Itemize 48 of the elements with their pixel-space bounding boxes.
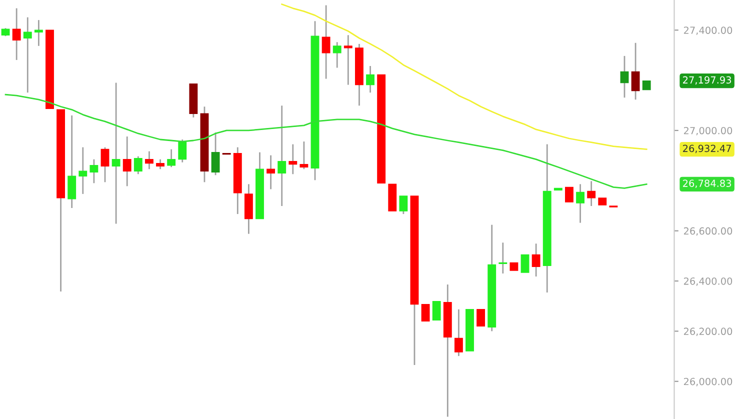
- candlestick: [332, 41, 342, 68]
- candlestick: [421, 304, 430, 322]
- candlestick: [178, 138, 187, 164]
- candlestick: [278, 104, 286, 207]
- candlestick: [300, 140, 308, 170]
- candlestick: [498, 242, 508, 274]
- candlestick: [366, 65, 374, 94]
- line-series: [4, 94, 648, 189]
- candlestick: [344, 34, 352, 86]
- text: 26,932.47: [683, 144, 731, 154]
- line-series: [281, 4, 648, 150]
- y-tick-label: 26,600.00: [684, 227, 732, 236]
- candlestick: [565, 186, 574, 202]
- candlestick: [100, 146, 110, 183]
- candlestick: [288, 144, 298, 175]
- candlestick: [399, 195, 408, 215]
- candlestick: [78, 146, 88, 195]
- y-tick-label: 27,000.00: [684, 126, 732, 136]
- candlestick: [432, 300, 441, 320]
- candlestick: [90, 158, 98, 184]
- y-tick-label: 26,400.00: [684, 277, 732, 286]
- text: 27,197.93: [683, 76, 732, 85]
- candlestick: [476, 309, 486, 327]
- candlestick: [122, 136, 132, 187]
- candlestick: [520, 254, 530, 273]
- candlestick: [620, 55, 629, 98]
- candlestick: [454, 308, 463, 357]
- candlestick: [266, 154, 276, 190]
- candlestick: [134, 156, 142, 175]
- candlestick: [23, 16, 32, 94]
- candlestick: [642, 80, 651, 90]
- y-tick-label: 27,400.00: [684, 26, 732, 35]
- candlestick: [211, 132, 220, 176]
- y-tick-label: 26,200.00: [684, 328, 732, 336]
- candlestick: [587, 180, 596, 207]
- text: 26,784.83: [683, 180, 732, 188]
- candlestick: [144, 150, 154, 170]
- candlestick: [576, 183, 584, 224]
- candlestick: [167, 148, 176, 168]
- candlestick: [156, 158, 164, 170]
- candlestick: [34, 19, 43, 47]
- y-tick-label: 26,000.00: [684, 378, 732, 386]
- candlestick: [112, 82, 120, 224]
- candlestick: [12, 8, 21, 61]
- candlestick: [631, 42, 640, 100]
- candlestick: [68, 114, 76, 209]
- candlestick: [532, 242, 540, 278]
- candlestick: [322, 4, 330, 80]
